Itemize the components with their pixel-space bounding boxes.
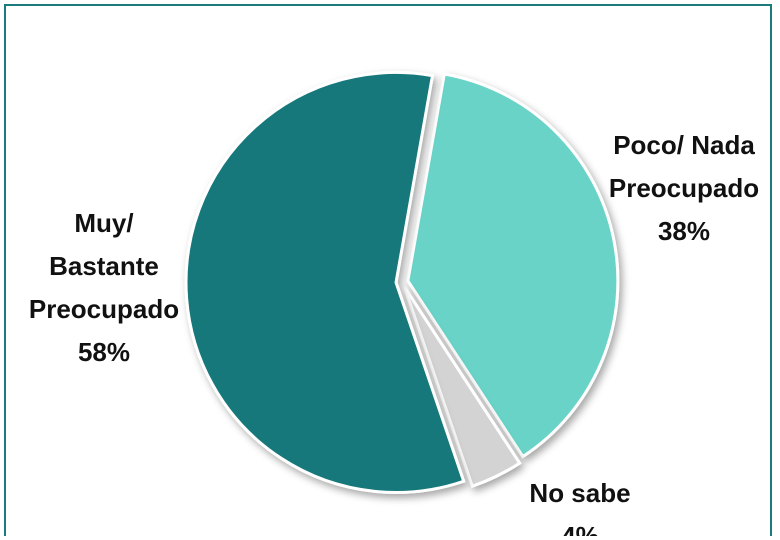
- pie-label-line: 58%: [78, 337, 130, 367]
- pie-slice-muy-bastante-preocupado: [184, 70, 466, 494]
- pie-label-line: 38%: [658, 216, 710, 246]
- pie-label-line: Preocupado: [609, 173, 759, 203]
- pie-chart: Poco/ Nada Preocupado 38% No sabe 4% Muy/Bast…: [6, 6, 770, 536]
- pie-label-line: Bastante: [49, 251, 159, 281]
- pie-label-line: Muy/: [74, 208, 133, 238]
- pie-label-poco-nada-preocupado: Poco/ Nada Preocupado 38%: [609, 130, 759, 246]
- pie-slice-no-sabe: [403, 286, 522, 489]
- pie-label-line: No sabe: [529, 478, 630, 508]
- pie-label-muy-bastante-preocupado: Muy/Bastante Preocupado 58%: [29, 208, 179, 367]
- pie-label-line: 4%: [561, 521, 599, 536]
- chart-frame: Poco/ Nada Preocupado 38% No sabe 4% Muy/Bast…: [4, 4, 772, 536]
- pie-label-no-sabe: No sabe 4%: [529, 478, 630, 536]
- pie-slice-poco-nada-preocupado: [406, 72, 620, 459]
- pie-chart-svg: Poco/ Nada Preocupado 38% No sabe 4% Muy/Bast…: [29, 70, 759, 536]
- pie-label-line: Preocupado: [29, 294, 179, 324]
- pie-label-line: Poco/ Nada: [613, 130, 755, 160]
